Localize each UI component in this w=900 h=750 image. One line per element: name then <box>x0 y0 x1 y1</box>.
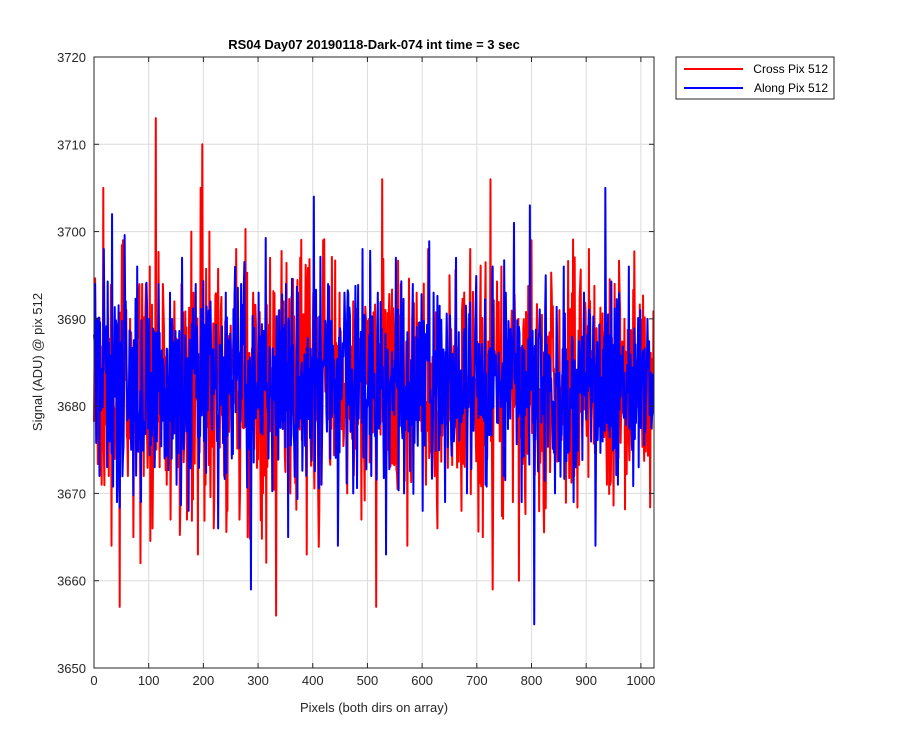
y-tick-label: 3660 <box>57 574 86 589</box>
y-tick-label: 3670 <box>57 486 86 501</box>
x-tick-label: 700 <box>466 673 488 688</box>
x-tick-label: 500 <box>357 673 379 688</box>
tick-marks <box>93 56 654 669</box>
y-tick-label: 3650 <box>57 661 86 676</box>
x-tick-label: 100 <box>138 673 160 688</box>
series-layer <box>93 117 655 626</box>
x-tick-label: 400 <box>302 673 324 688</box>
series-line-1 <box>93 186 655 626</box>
y-tick-label: 3700 <box>57 225 86 240</box>
legend-box <box>675 56 835 100</box>
x-axis-label: Pixels (both dirs on array) <box>300 700 448 715</box>
x-tick-label: 300 <box>247 673 269 688</box>
y-tick-labels: 3650 3660 3670 3680 3690 3700 3710 3720 <box>57 50 86 676</box>
plot-frame <box>93 56 655 669</box>
y-tick-label: 3680 <box>57 399 86 414</box>
x-tick-labels: 0 100 200 300 400 500 600 700 800 900 1000 <box>90 673 655 688</box>
legend-label-along: Along Pix 512 <box>754 81 828 95</box>
y-tick-label: 3710 <box>57 137 86 152</box>
x-tick-label: 1000 <box>626 673 655 688</box>
x-tick-label: 200 <box>193 673 215 688</box>
y-tick-label: 3720 <box>57 50 86 65</box>
x-tick-label: 900 <box>575 673 597 688</box>
chart-title: RS04 Day07 20190118-Dark-074 int time = … <box>228 37 520 52</box>
x-tick-label: 0 <box>90 673 97 688</box>
x-tick-label: 800 <box>521 673 543 688</box>
legend: Cross Pix 512 Along Pix 512 <box>675 56 835 100</box>
y-axis-label: Signal (ADU) @ pix 512 <box>30 293 45 431</box>
y-tick-label: 3690 <box>57 312 86 327</box>
x-tick-label: 600 <box>411 673 433 688</box>
legend-label-cross: Cross Pix 512 <box>753 62 828 76</box>
